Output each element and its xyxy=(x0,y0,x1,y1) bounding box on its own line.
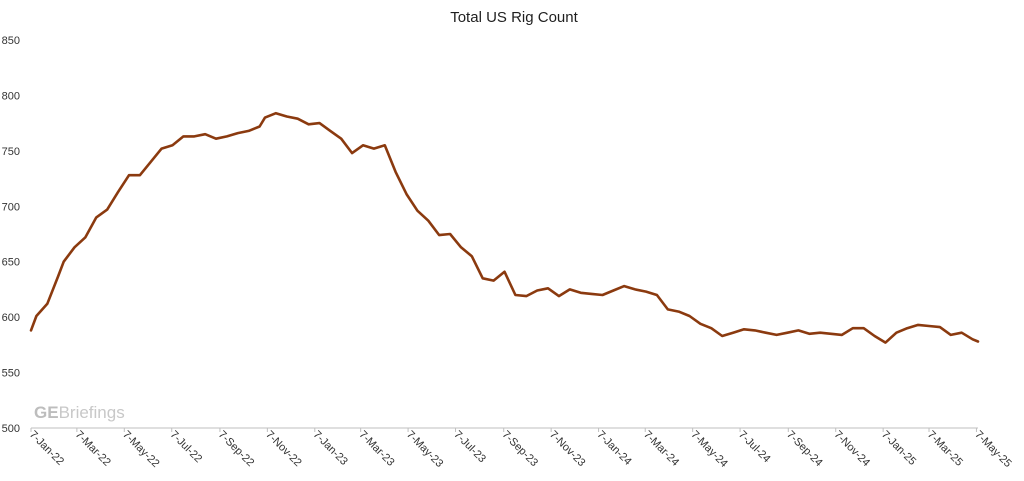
x-tick-label: 7-Sep-22 xyxy=(216,429,256,469)
y-tick-label: 500 xyxy=(2,423,20,435)
x-tick-label: 7-Mar-25 xyxy=(925,429,965,469)
x-tick-label: 7-Mar-24 xyxy=(641,429,681,469)
y-tick-label: 850 xyxy=(2,35,20,47)
x-tick-label: 7-Jan-24 xyxy=(594,429,633,468)
watermark-regular-text: Briefings xyxy=(59,403,125,422)
y-tick-label: 700 xyxy=(2,201,20,213)
y-tick-label: 800 xyxy=(2,90,20,102)
x-tick-label: 7-Nov-23 xyxy=(547,429,587,469)
x-tick-label: 7-Sep-24 xyxy=(784,429,824,469)
x-tick-label: 7-May-25 xyxy=(972,429,1013,470)
watermark-bold-text: GE xyxy=(34,403,59,422)
x-tick-label: 7-Nov-22 xyxy=(263,429,303,469)
x-tick-label: 7-Mar-22 xyxy=(73,429,113,469)
y-axis: 850 800 750 700 650 600 550 500 xyxy=(2,35,20,435)
x-tick-label: 7-Jul-23 xyxy=(451,429,488,466)
series-line xyxy=(29,111,980,344)
y-tick-label: 600 xyxy=(2,312,20,324)
x-tick-label: 7-May-22 xyxy=(120,429,161,470)
x-tick-label: 7-Nov-24 xyxy=(832,429,872,469)
x-axis: 7-Jan-22 7-Mar-22 7-May-22 7-Jul-22 7-Sep-22… xyxy=(27,427,1014,470)
x-tick-label: 7-Sep-23 xyxy=(500,429,540,469)
x-tick-label: 7-Jan-25 xyxy=(879,429,918,468)
chart-title: Total US Rig Count xyxy=(450,9,578,26)
y-tick-label: 750 xyxy=(2,146,20,158)
x-tick-label: 7-May-23 xyxy=(404,429,445,470)
x-tick-label: 7-Mar-23 xyxy=(357,429,397,469)
x-tick-label: 7-May-24 xyxy=(689,429,730,470)
y-tick-label: 550 xyxy=(2,368,20,380)
x-tick-label: 7-Jul-24 xyxy=(736,429,773,466)
x-tick-label: 7-Jan-23 xyxy=(311,429,350,468)
series-layer xyxy=(29,111,980,344)
x-tick-label: 7-Jul-22 xyxy=(168,429,205,466)
x-tick-label: 7-Jan-22 xyxy=(27,429,66,468)
watermark-logo: GEBriefings xyxy=(34,403,125,422)
y-tick-label: 650 xyxy=(2,257,20,269)
